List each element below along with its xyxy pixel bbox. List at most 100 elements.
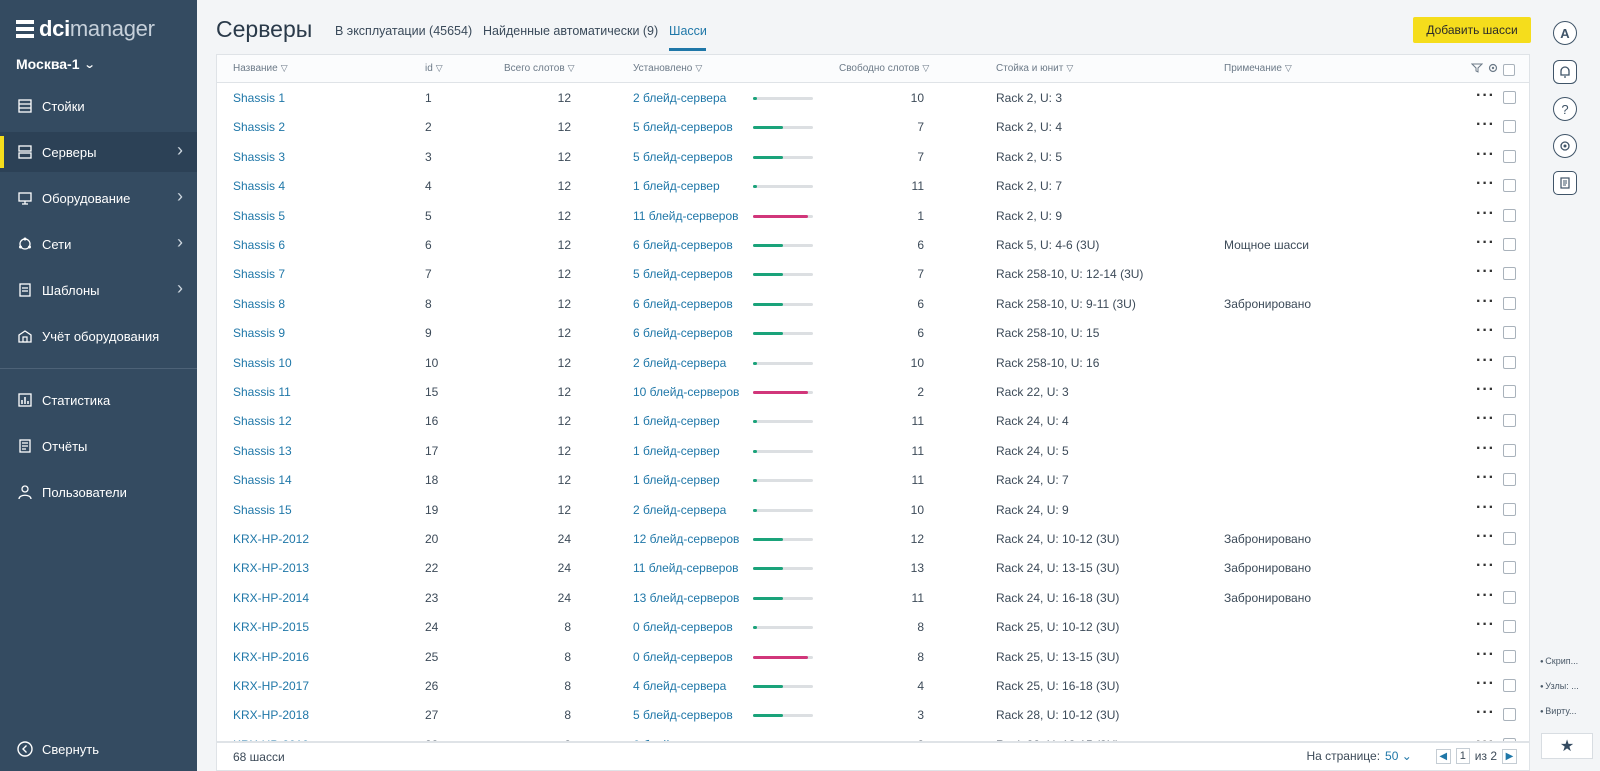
installed-blades-link[interactable]: 1 блейд-сервер <box>633 179 720 194</box>
table-row[interactable]: Shassis 8 8 12 6 блейд-серверов 6 Rack 258-10… <box>217 289 1529 318</box>
row-checkbox[interactable] <box>1503 120 1516 134</box>
row-menu-icon[interactable]: ··· <box>1476 234 1495 251</box>
row-checkbox[interactable] <box>1503 208 1516 222</box>
tab-auto-found[interactable]: Найденные автоматически (9) <box>483 24 659 38</box>
row-menu-icon[interactable]: ··· <box>1476 557 1495 575</box>
table-row[interactable]: KRX-HP-2013 22 24 11 блейд-серверов 13 Rack 2… <box>217 553 1529 582</box>
table-row[interactable]: Shassis 1 1 12 2 блейд-сервера 10 Rack 2, U: … <box>217 83 1529 112</box>
row-menu-icon[interactable]: ··· <box>1476 586 1495 604</box>
column-header-rack-unit[interactable]: Стойка и юнит ▽ <box>996 63 1074 74</box>
chassis-name-link[interactable]: Shassis 1 <box>233 91 286 105</box>
installed-blades-link[interactable]: 1 блейд-сервер <box>633 414 720 429</box>
row-menu-icon[interactable]: ··· <box>1476 116 1495 134</box>
row-menu-icon[interactable]: ··· <box>1476 87 1495 104</box>
row-checkbox[interactable] <box>1503 296 1516 310</box>
table-row[interactable]: KRX-HP-2017 26 8 4 блейд-сервера 4 Rack 25, U… <box>217 671 1529 700</box>
installed-blades-link[interactable]: 11 блейд-серверов <box>633 208 739 223</box>
gear-icon[interactable] <box>1487 61 1499 79</box>
chassis-name-link[interactable]: Shassis 3 <box>233 149 286 164</box>
documentation-icon[interactable] <box>1553 171 1577 195</box>
installed-blades-link[interactable]: 6 блейд-серверов <box>633 326 733 341</box>
sidebar-item-rack[interactable]: Стойки <box>0 86 197 126</box>
row-menu-icon[interactable]: ··· <box>1476 292 1495 310</box>
rail-note-virtual[interactable]: Вирту... <box>1540 706 1576 716</box>
installed-blades-link[interactable]: 2 блейд-сервера <box>633 355 727 370</box>
row-menu-icon[interactable]: ··· <box>1476 498 1495 516</box>
row-checkbox[interactable] <box>1503 326 1516 340</box>
chassis-name-link[interactable]: KRX-HP-2012 <box>233 532 310 546</box>
table-row[interactable]: KRX-HP-2018 27 8 5 блейд-серверов 3 Rack 28, … <box>217 700 1529 729</box>
chassis-name-link[interactable]: Shassis 14 <box>233 473 292 488</box>
filter-icon[interactable]: ▽ <box>280 63 288 73</box>
installed-blades-link[interactable]: 12 блейд-серверов <box>633 532 740 546</box>
row-menu-icon[interactable]: ··· <box>1476 675 1495 692</box>
row-checkbox[interactable] <box>1503 149 1516 163</box>
chassis-name-link[interactable]: KRX-HP-2019 <box>233 738 309 741</box>
chassis-name-link[interactable]: Shassis 11 <box>233 385 291 399</box>
select-all-checkbox[interactable] <box>1503 64 1515 76</box>
row-checkbox[interactable] <box>1503 91 1516 104</box>
row-checkbox[interactable] <box>1503 561 1516 575</box>
row-menu-icon[interactable]: ··· <box>1476 204 1495 222</box>
filter-icon[interactable]: ▽ <box>922 63 930 73</box>
table-row[interactable]: Shassis 10 10 12 2 блейд-сервера 10 Rack 258-… <box>217 348 1529 377</box>
settings-gear-icon[interactable] <box>1553 134 1577 158</box>
chassis-name-link[interactable]: KRX-HP-2014 <box>233 590 310 605</box>
row-checkbox[interactable] <box>1503 179 1516 193</box>
sidebar-item-statistics[interactable]: Статистика <box>0 380 197 420</box>
filter-icon[interactable]: ▽ <box>695 63 703 73</box>
table-row[interactable]: KRX-HP-2019 28 8 6 блейд-серверов 2 Rack 28, … <box>217 730 1529 741</box>
chassis-name-link[interactable]: KRX-HP-2015 <box>233 620 310 635</box>
bell-icon[interactable] <box>1553 60 1577 84</box>
installed-blades-link[interactable]: 2 блейд-сервера <box>633 91 727 105</box>
table-row[interactable]: Shassis 5 5 12 11 блейд-серверов 1 Rack 2, U:… <box>217 201 1529 230</box>
table-row[interactable]: KRX-HP-2014 23 24 13 блейд-серверов 11 Rack 2… <box>217 583 1529 612</box>
avatar[interactable]: A <box>1553 21 1577 45</box>
prev-page-button[interactable]: ◀ <box>1435 748 1451 764</box>
table-row[interactable]: KRX-HP-2015 24 8 0 блейд-серверов 8 Rack 25, … <box>217 612 1529 641</box>
chassis-name-link[interactable]: Shassis 9 <box>233 326 286 341</box>
column-header-total-slots[interactable]: Всего слотов ▽ <box>504 63 575 74</box>
installed-blades-link[interactable]: 0 блейд-серверов <box>633 620 733 635</box>
chassis-name-link[interactable]: Shassis 13 <box>233 443 292 458</box>
tab-chassis[interactable]: Шасси <box>669 24 707 38</box>
installed-blades-link[interactable]: 5 блейд-серверов <box>633 267 733 282</box>
row-menu-icon[interactable]: ··· <box>1476 381 1495 398</box>
table-row[interactable]: Shassis 14 18 12 1 блейд-сервер 11 Rack 24, U… <box>217 465 1529 494</box>
chassis-name-link[interactable]: KRX-HP-2013 <box>233 561 310 576</box>
table-row[interactable]: KRX-HP-2012 20 24 12 блейд-серверов 12 Rack 2… <box>217 524 1529 553</box>
row-checkbox[interactable] <box>1503 532 1516 545</box>
table-row[interactable]: Shassis 3 3 12 5 блейд-серверов 7 Rack 2, U: … <box>217 142 1529 171</box>
column-header-name[interactable]: Название ▽ <box>233 63 288 74</box>
tab-in-operation[interactable]: В эксплуатации (45654) <box>335 24 473 38</box>
row-checkbox[interactable] <box>1503 267 1516 281</box>
row-menu-icon[interactable]: ··· <box>1476 704 1495 722</box>
installed-blades-link[interactable]: 5 блейд-серверов <box>633 120 733 135</box>
chassis-name-link[interactable]: Shassis 4 <box>233 179 286 194</box>
help-icon[interactable]: ? <box>1553 97 1577 121</box>
table-row[interactable]: KRX-HP-2016 25 8 0 блейд-серверов 8 Rack 25, … <box>217 642 1529 671</box>
row-checkbox[interactable] <box>1503 737 1516 741</box>
row-checkbox[interactable] <box>1503 355 1516 369</box>
table-row[interactable]: Shassis 6 6 12 6 блейд-серверов 6 Rack 5, U: … <box>217 230 1529 259</box>
sidebar-item-hardware[interactable]: Оборудование › <box>0 178 197 218</box>
row-checkbox[interactable] <box>1503 385 1516 398</box>
chassis-name-link[interactable]: Shassis 7 <box>233 267 286 282</box>
row-checkbox[interactable] <box>1503 590 1516 604</box>
installed-blades-link[interactable]: 0 блейд-серверов <box>633 649 733 664</box>
row-menu-icon[interactable]: ··· <box>1476 645 1495 663</box>
filter-icon[interactable]: ▽ <box>1284 63 1292 73</box>
row-menu-icon[interactable]: ··· <box>1476 175 1495 193</box>
column-header-note[interactable]: Примечание ▽ <box>1224 63 1292 74</box>
chassis-name-link[interactable]: Shassis 12 <box>233 414 292 429</box>
row-menu-icon[interactable]: ··· <box>1476 145 1495 163</box>
installed-blades-link[interactable]: 6 блейд-серверов <box>633 738 733 741</box>
chassis-name-link[interactable]: Shassis 6 <box>233 238 286 252</box>
clear-filter-icon[interactable] <box>1470 61 1484 79</box>
logo[interactable]: dci manager <box>16 16 155 42</box>
filter-icon[interactable]: ▽ <box>435 63 443 73</box>
table-row[interactable]: Shassis 12 16 12 1 блейд-сервер 11 Rack 24, U… <box>217 406 1529 435</box>
row-menu-icon[interactable]: ··· <box>1476 410 1495 428</box>
row-menu-icon[interactable]: ··· <box>1476 322 1495 340</box>
installed-blades-link[interactable]: 6 блейд-серверов <box>633 296 733 311</box>
